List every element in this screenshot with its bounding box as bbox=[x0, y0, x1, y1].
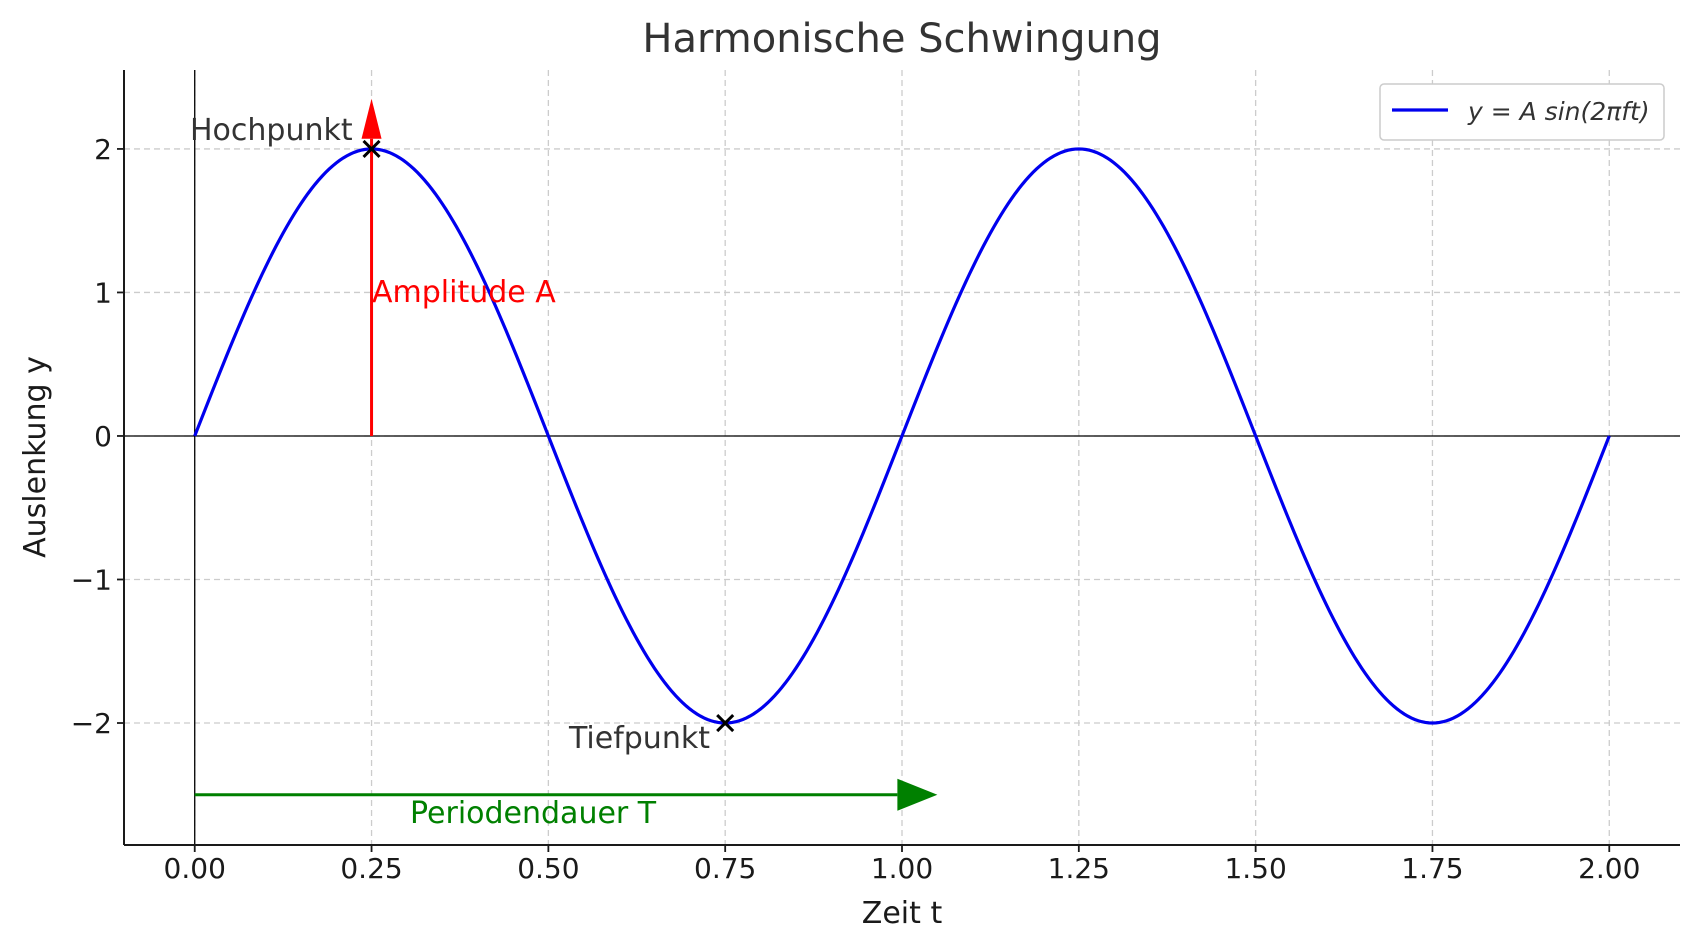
amplitude-arrow-head bbox=[361, 98, 382, 139]
sine-series-line bbox=[193, 147, 1611, 725]
hochpunkt-marker bbox=[362, 139, 381, 158]
reference-axes bbox=[124, 70, 1680, 845]
x-tick-label-1: 0.25 bbox=[340, 852, 402, 885]
hochpunkt-label: Hochpunkt bbox=[190, 113, 353, 148]
y-tick-label-4: 2 bbox=[94, 133, 112, 166]
x-tick-label-7: 1.75 bbox=[1401, 852, 1463, 885]
x-tick-label-5: 1.25 bbox=[1048, 852, 1110, 885]
x-axis-title: Zeit t bbox=[862, 896, 943, 931]
period-label: Periodendauer T bbox=[410, 796, 657, 831]
legend: y = A sin(2πft) bbox=[1379, 83, 1665, 141]
y-axis-title: Auslenkung y bbox=[18, 356, 53, 558]
x-tick-label-0: 0.00 bbox=[164, 852, 226, 885]
period-arrow bbox=[194, 778, 938, 811]
extrema-markers bbox=[362, 139, 735, 733]
x-tick-label-2: 0.50 bbox=[517, 852, 579, 885]
x-tick-label-4: 1.00 bbox=[871, 852, 933, 885]
y-tick-label-1: −1 bbox=[71, 563, 112, 596]
y-tick-label-0: −2 bbox=[71, 707, 112, 740]
legend-box bbox=[1379, 83, 1665, 141]
x-axis-ticks: 0.00 0.25 0.50 0.75 1.00 1.25 1.50 1.75 2.00 bbox=[164, 845, 1640, 885]
x-tick-label-6: 1.50 bbox=[1224, 852, 1286, 885]
tiefpunkt-marker bbox=[716, 713, 735, 733]
chart-title: Harmonische Schwingung bbox=[642, 16, 1161, 62]
tiefpunkt-label: Tiefpunkt bbox=[568, 721, 710, 756]
amplitude-label: Amplitude A bbox=[372, 275, 556, 310]
amplitude-arrow bbox=[361, 98, 382, 436]
x-tick-label-3: 0.75 bbox=[694, 852, 756, 885]
y-axis-ticks: −2 −1 0 1 2 bbox=[71, 133, 124, 740]
grid-lines bbox=[124, 70, 1680, 845]
y-tick-label-3: 1 bbox=[94, 276, 112, 309]
legend-entry-label: y = A sin(2πft) bbox=[1467, 97, 1650, 126]
period-arrow-head bbox=[897, 778, 938, 811]
x-tick-label-8: 2.00 bbox=[1578, 852, 1640, 885]
y-tick-label-2: 0 bbox=[94, 420, 112, 453]
